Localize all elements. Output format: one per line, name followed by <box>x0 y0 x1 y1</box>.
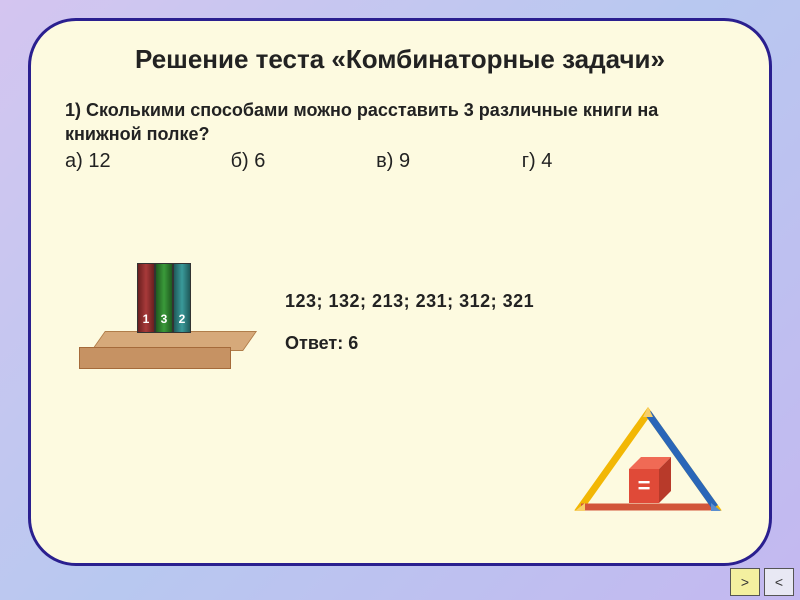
cube-icon: = <box>629 457 671 503</box>
chevron-right-icon: > <box>741 574 749 590</box>
book-2: 2 <box>173 263 191 333</box>
prev-button[interactable]: < <box>764 568 794 596</box>
slide-background: Решение теста «Комбинаторные задачи» 1) … <box>0 0 800 600</box>
answer-options: а) 12 б) 6 в) 9 г) 4 <box>65 150 735 173</box>
slide-title: Решение теста «Комбинаторные задачи» <box>65 43 735 76</box>
bookshelf-figure: 1 3 2 <box>91 249 241 369</box>
shelf-front <box>79 347 231 369</box>
option-a: а) 12 <box>65 150 225 173</box>
question-text: 1) Сколькими способами можно расставить … <box>65 98 735 147</box>
corner-decoration: = <box>573 407 723 527</box>
permutations-list: 123; 132; 213; 231; 312; 321 <box>285 291 534 312</box>
next-button[interactable]: > <box>730 568 760 596</box>
chevron-left-icon: < <box>775 574 783 590</box>
book-3: 3 <box>155 263 173 333</box>
nav-arrows: > < <box>730 568 794 596</box>
answer-label: Ответ: 6 <box>285 333 358 354</box>
book-1: 1 <box>137 263 155 333</box>
option-v: в) 9 <box>376 150 516 173</box>
option-g: г) 4 <box>522 150 553 173</box>
option-b: б) 6 <box>231 150 371 173</box>
books-group: 1 3 2 <box>137 263 191 333</box>
equals-symbol: = <box>638 473 651 498</box>
triangle-pencils-icon: = <box>573 407 723 527</box>
content-panel: Решение теста «Комбинаторные задачи» 1) … <box>28 18 772 566</box>
